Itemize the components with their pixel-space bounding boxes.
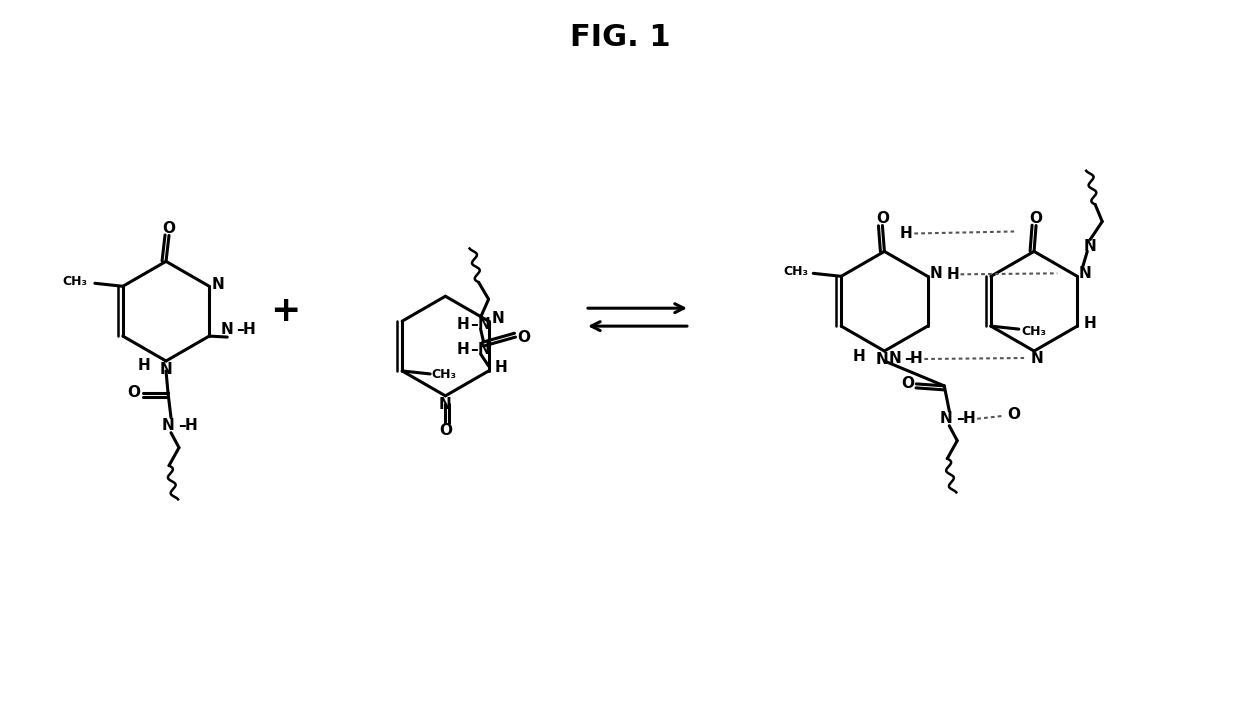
Text: N: N [477, 316, 490, 332]
Text: H: H [495, 360, 507, 375]
Text: FIG. 1: FIG. 1 [569, 23, 671, 52]
Text: N: N [221, 321, 233, 337]
Text: CH₃: CH₃ [62, 275, 88, 288]
Text: H: H [243, 321, 255, 337]
Text: O: O [162, 221, 176, 236]
Text: N: N [477, 342, 490, 357]
Text: N: N [1030, 352, 1043, 367]
Text: H: H [456, 342, 469, 357]
Text: H: H [853, 349, 866, 364]
Text: –: – [237, 321, 244, 337]
Text: O: O [128, 385, 140, 400]
Text: N: N [1079, 266, 1091, 281]
Text: O: O [517, 329, 529, 344]
Text: N: N [929, 266, 942, 281]
Text: O: O [1008, 407, 1021, 422]
Text: –: – [956, 411, 965, 426]
Text: H: H [946, 267, 959, 282]
Text: N: N [491, 311, 503, 326]
Text: –: – [179, 418, 186, 433]
Text: H: H [910, 352, 923, 367]
Text: N: N [889, 352, 901, 367]
Text: H: H [185, 418, 197, 433]
Text: CH₃: CH₃ [1022, 324, 1047, 338]
Text: –: – [904, 352, 913, 367]
Text: N: N [875, 352, 889, 367]
Text: –: – [470, 316, 477, 332]
Text: H: H [900, 226, 913, 241]
Text: N: N [1084, 239, 1096, 254]
Text: H: H [138, 359, 150, 374]
Text: N: N [439, 397, 451, 412]
Text: N: N [212, 277, 224, 292]
Text: H: H [456, 316, 469, 332]
Text: H: H [962, 411, 976, 426]
Text: O: O [1029, 211, 1043, 226]
Text: O: O [900, 377, 914, 392]
Text: CH₃: CH₃ [432, 369, 456, 382]
Text: O: O [875, 211, 889, 226]
Text: H: H [1084, 316, 1096, 331]
Text: CH₃: CH₃ [784, 265, 808, 278]
Text: O: O [439, 423, 451, 438]
Text: N: N [161, 418, 175, 433]
Text: –: – [470, 342, 477, 357]
Text: N: N [940, 411, 952, 426]
Text: N: N [160, 362, 172, 377]
Text: +: + [270, 294, 301, 328]
